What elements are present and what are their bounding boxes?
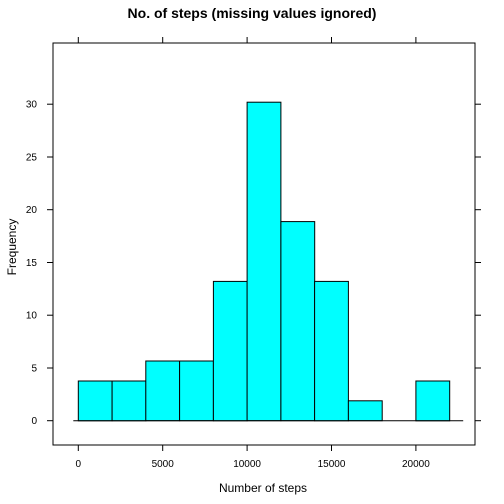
y-tick-label-2: 10 [26,311,38,322]
histogram-bar-6 [280,221,316,422]
x-tick-label-1: 5000 [152,459,175,470]
histogram-bar-0 [77,380,113,422]
y-axis-label: Frequency [5,219,19,276]
histogram-bar-7 [314,280,349,422]
y-tick-label-5: 25 [26,153,38,164]
y-tick-label-6: 30 [26,100,38,111]
x-tick-label-2: 10000 [233,459,261,470]
x-axis-label: Number of steps [219,481,307,495]
x-tick-label-0: 0 [76,459,82,470]
histogram-bar-3 [179,360,214,422]
chart-title: No. of steps (missing values ignored) [128,5,377,21]
y-tick-label-4: 20 [26,205,38,216]
y-tick-label-1: 5 [31,364,37,375]
x-tick-label-3: 15000 [318,459,346,470]
x-tick-label-4: 20000 [402,459,430,470]
y-tick-label-0: 0 [31,416,37,427]
histogram-bar-2 [145,360,181,422]
y-tick-label-3: 15 [26,258,38,269]
histogram-bar-1 [111,380,147,422]
bars-group [77,101,451,422]
histogram-bar-5 [246,101,282,422]
histogram-bar-4 [212,280,248,422]
histogram-bar-10 [415,380,451,422]
histogram-bar-8 [347,400,383,422]
plot-frame [52,42,476,446]
y-axis-ticks: 0 5 10 15 20 25 30 [26,100,481,427]
x-axis-ticks: 0 5000 10000 15000 20000 [76,37,430,470]
